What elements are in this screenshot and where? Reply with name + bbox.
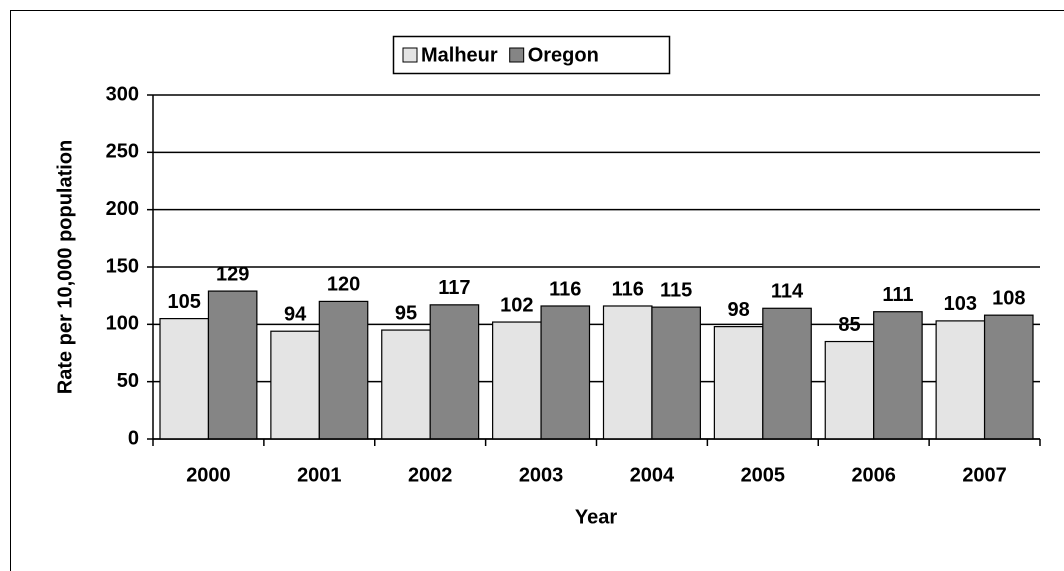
data-label: 105 bbox=[168, 291, 201, 313]
y-tick-label: 100 bbox=[106, 313, 139, 335]
data-label: 114 bbox=[771, 281, 804, 303]
x-tick-label: 2000 bbox=[186, 464, 231, 486]
bar bbox=[602, 305, 653, 440]
bar bbox=[207, 290, 258, 440]
x-tick-label: 2003 bbox=[519, 464, 564, 486]
data-label: 102 bbox=[500, 294, 533, 316]
bar bbox=[318, 300, 369, 440]
legend-swatch bbox=[402, 47, 418, 63]
data-label: 116 bbox=[549, 278, 581, 300]
data-label: 103 bbox=[944, 293, 977, 315]
bar bbox=[983, 314, 1034, 440]
bar bbox=[935, 320, 986, 440]
y-tick-label: 300 bbox=[106, 83, 139, 105]
legend-label: Oregon bbox=[528, 44, 599, 66]
data-label: 98 bbox=[727, 299, 749, 321]
x-tick-label: 2001 bbox=[297, 464, 342, 486]
legend bbox=[392, 35, 671, 75]
data-label: 129 bbox=[216, 263, 249, 285]
data-label: 108 bbox=[992, 287, 1025, 309]
legend-label: Malheur bbox=[421, 44, 498, 66]
data-label: 116 bbox=[612, 278, 644, 300]
bar bbox=[429, 304, 480, 440]
x-axis-title: Year bbox=[575, 506, 617, 528]
bar bbox=[651, 306, 701, 440]
y-tick-label: 0 bbox=[128, 427, 139, 449]
data-label: 94 bbox=[284, 303, 307, 325]
bar bbox=[159, 318, 210, 440]
bar bbox=[713, 326, 764, 440]
bar bbox=[381, 329, 431, 440]
bar bbox=[270, 330, 320, 440]
y-tick-label: 50 bbox=[117, 370, 139, 392]
data-label: 117 bbox=[438, 277, 470, 299]
data-label: 95 bbox=[395, 302, 417, 324]
chart-frame bbox=[10, 10, 1064, 571]
x-tick-label: 2004 bbox=[630, 464, 675, 486]
bar bbox=[873, 311, 923, 440]
bar bbox=[540, 305, 591, 440]
x-tick-label: 2005 bbox=[741, 464, 786, 486]
bar bbox=[762, 307, 812, 440]
y-tick-label: 200 bbox=[106, 198, 139, 220]
data-label: 120 bbox=[327, 274, 360, 296]
bar bbox=[492, 321, 542, 440]
x-tick-label: 2002 bbox=[408, 464, 453, 486]
y-tick-label: 150 bbox=[106, 255, 139, 277]
y-tick-label: 250 bbox=[106, 141, 139, 163]
data-label: 85 bbox=[838, 314, 860, 336]
legend-swatch bbox=[509, 47, 525, 63]
data-label: 115 bbox=[660, 279, 692, 301]
x-tick-label: 2006 bbox=[851, 464, 896, 486]
bar bbox=[824, 340, 875, 440]
y-axis-title: Rate per 10,000 population bbox=[54, 140, 76, 395]
x-tick-label: 2007 bbox=[962, 464, 1007, 486]
data-label: 111 bbox=[882, 284, 913, 306]
